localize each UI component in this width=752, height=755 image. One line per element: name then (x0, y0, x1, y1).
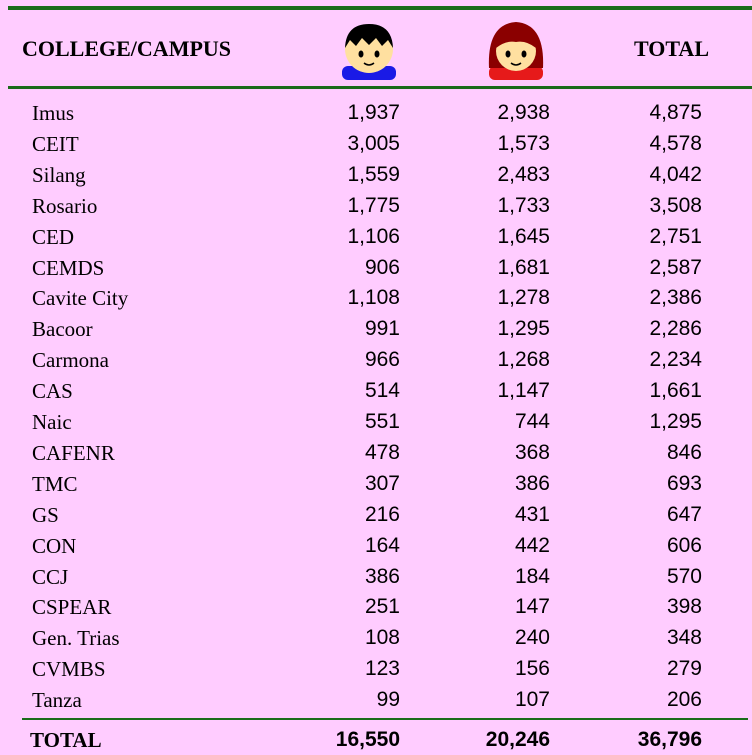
total-count: 4,042 (582, 163, 702, 187)
page: COLLEGE/CAMPUS TOTAL Imus 1,937 2,938 4,875… (0, 0, 752, 755)
total-count: 4,578 (582, 132, 702, 156)
total-count: 1,295 (582, 410, 702, 434)
college-name: CEIT (32, 132, 79, 156)
total-count: 2,286 (582, 317, 702, 341)
female-count: 147 (430, 595, 550, 619)
female-count: 1,681 (430, 256, 550, 280)
male-count: 3,005 (280, 132, 400, 156)
total-count: 279 (582, 657, 702, 681)
male-count: 216 (280, 503, 400, 527)
male-count: 108 (280, 626, 400, 650)
male-count: 1,108 (280, 286, 400, 310)
college-name: TMC (32, 472, 78, 496)
college-name: CCJ (32, 565, 68, 589)
male-count: 1,937 (280, 101, 400, 125)
male-count: 551 (280, 410, 400, 434)
female-count: 386 (430, 472, 550, 496)
female-count: 1,268 (430, 348, 550, 372)
female-count: 368 (430, 441, 550, 465)
college-name: Rosario (32, 194, 97, 218)
female-count: 1,147 (430, 379, 550, 403)
female-count: 156 (430, 657, 550, 681)
header-college: COLLEGE/CAMPUS (22, 37, 231, 61)
college-name: Carmona (32, 348, 109, 372)
college-name: Imus (32, 101, 74, 125)
female-count: 2,483 (430, 163, 550, 187)
total-count: 348 (582, 626, 702, 650)
male-count: 123 (280, 657, 400, 681)
female-count: 1,278 (430, 286, 550, 310)
male-count: 307 (280, 472, 400, 496)
college-name: CSPEAR (32, 595, 111, 619)
header-rule (8, 86, 752, 89)
college-name: CEMDS (32, 256, 104, 280)
male-count: 1,775 (280, 194, 400, 218)
male-count: 16,550 (280, 728, 400, 752)
male-count: 966 (280, 348, 400, 372)
female-count: 1,645 (430, 225, 550, 249)
college-name: CAS (32, 379, 73, 403)
college-name: TOTAL (30, 728, 102, 752)
female-count: 442 (430, 534, 550, 558)
female-count: 240 (430, 626, 550, 650)
college-name: Silang (32, 163, 86, 187)
college-name: Cavite City (32, 286, 128, 310)
total-count: 570 (582, 565, 702, 589)
female-count: 107 (430, 688, 550, 712)
male-count: 514 (280, 379, 400, 403)
total-count: 846 (582, 441, 702, 465)
college-name: CON (32, 534, 76, 558)
total-count: 2,587 (582, 256, 702, 280)
college-name: CAFENR (32, 441, 115, 465)
female-count: 20,246 (430, 728, 550, 752)
college-name: Naic (32, 410, 72, 434)
total-count: 4,875 (582, 101, 702, 125)
college-name: CED (32, 225, 74, 249)
total-count: 693 (582, 472, 702, 496)
college-name: CVMBS (32, 657, 106, 681)
male-count: 386 (280, 565, 400, 589)
male-count: 251 (280, 595, 400, 619)
female-count: 744 (430, 410, 550, 434)
total-count: 2,386 (582, 286, 702, 310)
male-count: 1,559 (280, 163, 400, 187)
college-name: Gen. Trias (32, 626, 120, 650)
total-count: 36,796 (582, 728, 702, 752)
total-count: 2,234 (582, 348, 702, 372)
college-name: Tanza (32, 688, 82, 712)
total-count: 606 (582, 534, 702, 558)
female-count: 1,573 (430, 132, 550, 156)
header-total: TOTAL (634, 37, 709, 61)
total-count: 398 (582, 595, 702, 619)
male-count: 991 (280, 317, 400, 341)
top-rule (8, 6, 752, 10)
female-count: 2,938 (430, 101, 550, 125)
total-count: 647 (582, 503, 702, 527)
college-name: GS (32, 503, 59, 527)
male-count: 906 (280, 256, 400, 280)
total-count: 3,508 (582, 194, 702, 218)
female-count: 184 (430, 565, 550, 589)
male-icon (334, 18, 404, 80)
female-count: 431 (430, 503, 550, 527)
female-count: 1,295 (430, 317, 550, 341)
female-count: 1,733 (430, 194, 550, 218)
male-count: 99 (280, 688, 400, 712)
total-count: 206 (582, 688, 702, 712)
college-name: Bacoor (32, 317, 93, 341)
male-count: 478 (280, 441, 400, 465)
male-count: 1,106 (280, 225, 400, 249)
total-count: 1,661 (582, 379, 702, 403)
male-count: 164 (280, 534, 400, 558)
total-count: 2,751 (582, 225, 702, 249)
total-rule (22, 718, 748, 720)
female-icon (481, 18, 551, 80)
